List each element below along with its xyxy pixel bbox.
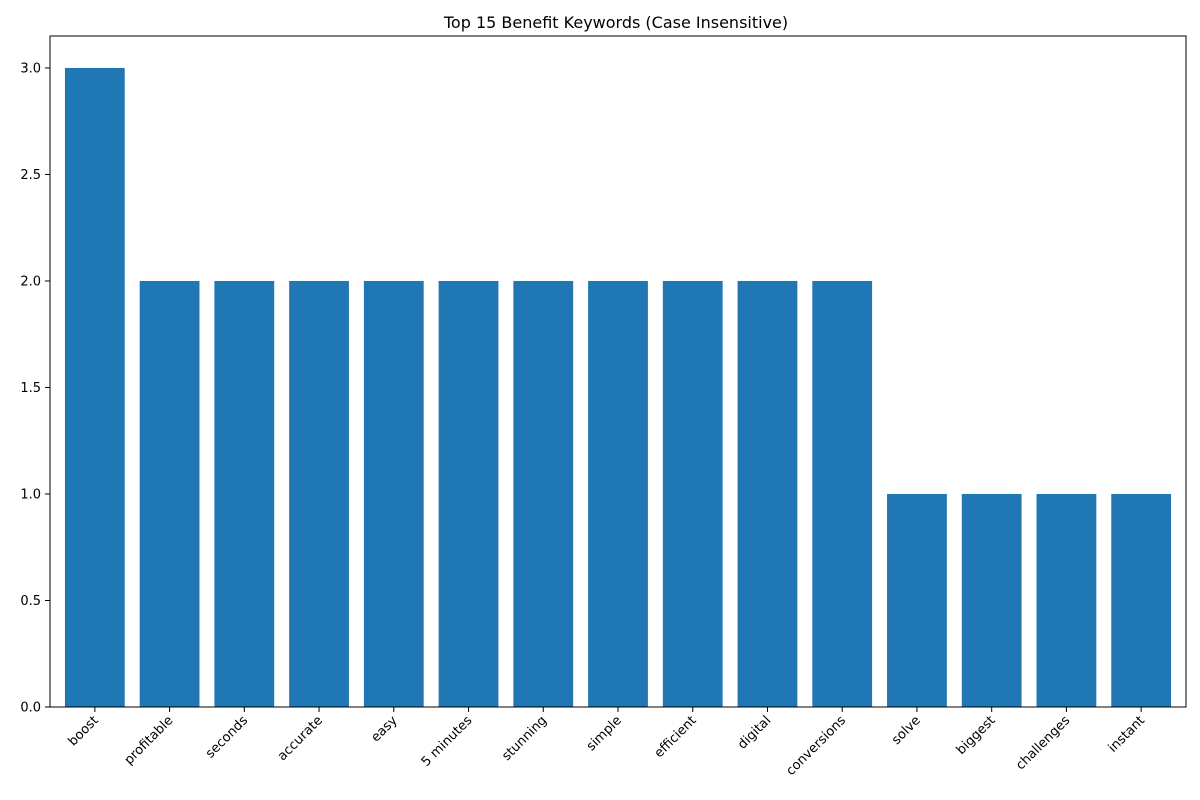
axes-frame <box>49 35 1187 708</box>
bar-simple <box>588 280 648 707</box>
y-tick-label: 2.0 <box>20 274 41 289</box>
bar-boost <box>64 67 125 707</box>
plot-frame <box>49 35 1187 708</box>
y-tick-label: 2.5 <box>20 168 41 183</box>
bar-digital <box>737 280 798 707</box>
bar-profitable <box>139 280 200 707</box>
y-tick-label: 1.0 <box>20 487 41 502</box>
bar-accurate <box>289 280 349 707</box>
bar-conversions <box>812 280 873 707</box>
bar-easy <box>363 280 424 707</box>
bar-5-minutes <box>438 280 499 707</box>
y-tick-label: 1.5 <box>20 381 41 396</box>
bar-challenges <box>1036 493 1097 707</box>
chart-title: Top 15 Benefit Keywords (Case Insensitiv… <box>443 13 788 32</box>
y-tick-label: 3.0 <box>20 61 41 76</box>
bars-group <box>64 67 1172 707</box>
y-tick-label: 0.0 <box>20 701 41 716</box>
y-axis: 0.0 0.5 1.0 1.5 2.0 2.5 3.0 <box>20 61 50 716</box>
y-tick-label: 0.5 <box>20 594 41 609</box>
bar-biggest <box>961 493 1022 707</box>
bar-stunning <box>513 280 574 707</box>
bar-instant <box>1111 493 1172 707</box>
bar-seconds <box>214 280 275 707</box>
bar-solve <box>887 493 947 707</box>
bar-efficient <box>662 280 723 707</box>
